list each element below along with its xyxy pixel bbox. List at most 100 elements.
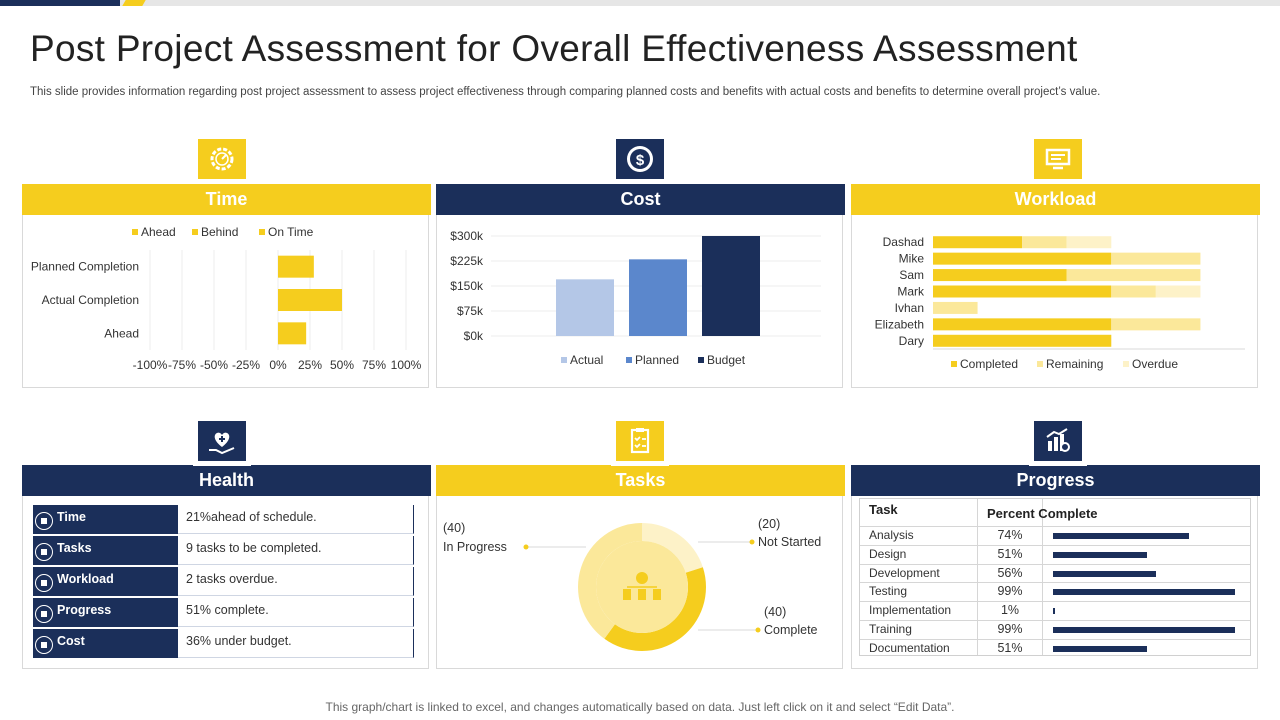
progress-percent: 51% <box>997 546 1023 561</box>
time-bar <box>278 289 342 311</box>
health-label-cell: Cost <box>33 629 178 658</box>
health-value: 21%ahead of schedule. <box>178 505 414 534</box>
progress-col-task: Task <box>869 502 898 517</box>
progress-bar <box>1053 589 1236 596</box>
progress-bar <box>1053 608 1055 615</box>
workload-bar <box>933 301 978 314</box>
progress-bar <box>1053 645 1147 652</box>
workload-legend-swatch <box>951 361 957 367</box>
clipboard-icon <box>35 543 53 561</box>
progress-percent: 56% <box>997 565 1023 580</box>
cost-y-tick: $0k <box>464 329 484 343</box>
health-label-cell: Tasks <box>33 536 178 565</box>
health-label: Workload <box>57 572 114 586</box>
tasks-chart: (20) Not Started (40) Complete (40) In Progre… <box>443 517 821 651</box>
progress-row: Development 56% <box>860 563 1250 584</box>
progress-task: Analysis <box>869 528 914 542</box>
progress-col-percent: Percent Complete <box>987 506 1098 521</box>
health-row: Time 21%ahead of schedule. <box>33 505 415 535</box>
cost-header: Cost <box>436 184 845 215</box>
progress-percent: 51% <box>997 640 1023 655</box>
time-legend-label: Ahead <box>141 225 176 239</box>
workload-bar <box>1066 236 1112 249</box>
progress-col-divider <box>1042 499 1043 655</box>
health-value: 2 tasks overdue. <box>178 567 414 596</box>
progress-bar <box>1053 570 1157 577</box>
health-label: Progress <box>57 603 112 617</box>
tasks-header: Tasks <box>436 465 845 496</box>
clock-icon <box>35 512 53 530</box>
progress-percent: 99% <box>997 584 1023 599</box>
workload-legend-swatch <box>1037 361 1043 367</box>
time-legend-label: Behind <box>201 225 238 239</box>
workload-bar <box>933 334 1112 347</box>
workload-chart: Dashad Mike Sam Mark Ivhan Elizabeth Dary Compl… <box>875 235 1245 371</box>
cost-chart: $300k $225k $150k $75k $0k Actual Planned Budge… <box>450 229 821 367</box>
tasks-category-label: In Progress <box>443 540 507 554</box>
network-icon-block <box>653 589 661 600</box>
progress-task: Development <box>869 565 940 580</box>
progress-task: Implementation <box>869 603 952 618</box>
network-icon-node <box>636 572 648 584</box>
workload-bar <box>1111 318 1201 331</box>
workload-legend-label: Overdue <box>1132 357 1178 371</box>
time-bar <box>278 255 314 278</box>
progress-bar <box>1053 551 1147 558</box>
cost-legend-swatch <box>561 357 567 363</box>
workload-category-label: Mike <box>899 252 925 266</box>
footer-note: This graph/chart is linked to excel, and… <box>325 700 955 714</box>
cost-legend-swatch <box>698 357 704 363</box>
health-label: Tasks <box>57 541 92 555</box>
time-x-tick: 50% <box>330 358 354 372</box>
workload-bar <box>1111 252 1201 265</box>
tasks-leader-dot <box>755 627 761 633</box>
time-legend-swatch <box>132 229 138 235</box>
time-x-tick: -50% <box>200 358 228 372</box>
progress-row: Design 51% <box>860 544 1250 565</box>
tasks-slice <box>642 523 703 573</box>
progress-task: Design <box>869 546 907 561</box>
top-accent-yellow <box>122 0 146 6</box>
progress-percent: 74% <box>997 528 1023 542</box>
health-label: Time <box>57 510 86 524</box>
workload-category-label: Ivhan <box>895 301 924 315</box>
time-category-label: Planned Completion <box>31 260 139 274</box>
page-subtitle: This slide provides information regardin… <box>30 86 1101 98</box>
workload-bar <box>933 236 1023 249</box>
progress-col-divider <box>977 499 978 655</box>
people-icon <box>35 605 53 623</box>
health-row: Progress 51% complete. <box>33 598 415 628</box>
progress-table: Task Percent Complete Analysis 74% Design 5… <box>859 498 1251 656</box>
tasks-leader-dot <box>523 544 529 550</box>
workload-legend-swatch <box>1123 361 1129 367</box>
workload-bar <box>933 269 1067 282</box>
health-row: Cost 36% under budget. <box>33 629 415 659</box>
coin-icon <box>35 636 53 654</box>
network-icon <box>623 572 661 600</box>
cost-y-tick: $225k <box>450 254 484 268</box>
tasks-category-label: Not Started <box>758 535 821 549</box>
progress-panel <box>851 467 1258 669</box>
growth-chart-icon <box>1029 416 1087 466</box>
time-x-tick: -25% <box>232 358 260 372</box>
time-x-tick: 0% <box>269 358 287 372</box>
top-accent-bar <box>0 0 1280 6</box>
dollar-icon: $ <box>611 134 669 184</box>
tasks-slice <box>604 567 706 651</box>
workload-bar <box>933 318 1112 331</box>
progress-bar <box>1053 627 1236 633</box>
progress-row: Testing 99% <box>860 582 1250 602</box>
monitor-icon <box>35 574 53 592</box>
cost-y-tick: $150k <box>450 279 484 293</box>
progress-task: Documentation <box>869 640 950 655</box>
health-label-cell: Workload <box>33 567 178 596</box>
clock-icon-shape <box>41 518 47 524</box>
network-icon-block <box>638 589 646 600</box>
health-label-cell: Time <box>33 505 178 534</box>
time-legend-label: On Time <box>268 225 314 239</box>
time-x-tick: 75% <box>362 358 386 372</box>
workload-category-label: Sam <box>899 268 924 282</box>
progress-bar <box>1053 533 1190 539</box>
time-panel <box>22 186 429 388</box>
workload-bar <box>933 285 1112 298</box>
